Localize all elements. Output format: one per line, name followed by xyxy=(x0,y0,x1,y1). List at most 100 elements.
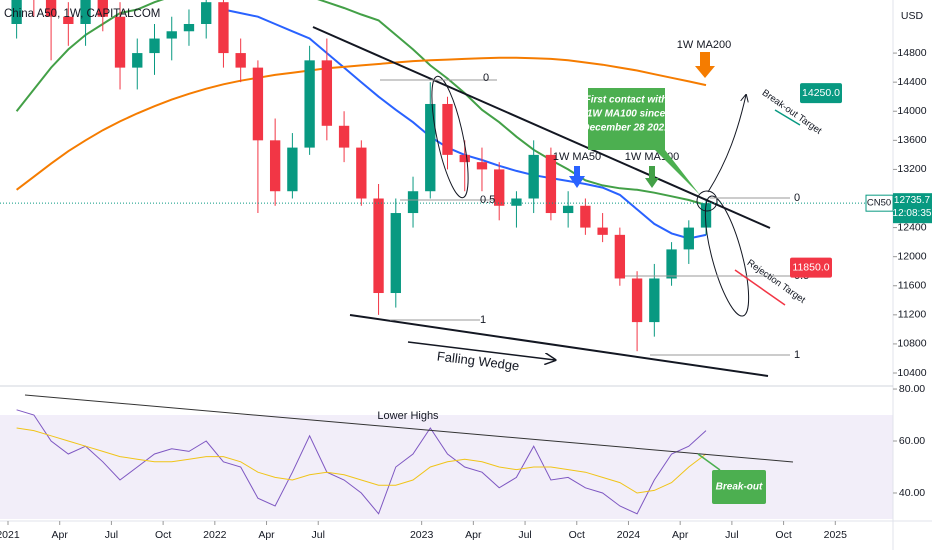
candle-body xyxy=(321,60,333,126)
candle-body xyxy=(269,140,281,192)
candle-body xyxy=(338,125,350,148)
ma-label: 1W MA200 xyxy=(677,39,731,51)
y-tick-label: 10400 xyxy=(897,367,926,379)
target-price: 11850.0 xyxy=(792,261,829,273)
candle-body xyxy=(356,147,367,199)
candle-body xyxy=(373,198,384,294)
callout-text: Break-out xyxy=(716,482,763,493)
y-tick-label: 12400 xyxy=(897,221,926,233)
fib-label: 0 xyxy=(483,72,489,84)
ma200-arrow xyxy=(695,52,715,78)
callout-text: 1W MA100 since xyxy=(587,109,666,120)
target-line xyxy=(774,109,801,126)
candle-body xyxy=(132,53,143,68)
wedge-arrow xyxy=(407,341,555,360)
candle-body xyxy=(166,31,177,39)
price-label: 12735.7 xyxy=(894,195,931,206)
target-box xyxy=(800,83,842,104)
lower-highs-label: Lower Highs xyxy=(377,410,439,422)
candle-body xyxy=(304,60,315,148)
candle-body xyxy=(459,154,470,163)
y-tick-label: 10800 xyxy=(897,338,926,350)
candle-body xyxy=(545,154,557,214)
candle-body xyxy=(666,249,677,279)
target-price: 14250.0 xyxy=(802,87,840,99)
x-tick-label: Oct xyxy=(155,529,171,541)
x-tick-label: 2025 xyxy=(824,529,848,541)
fib-label: 0 xyxy=(794,192,800,204)
countdown: 12:08:35 xyxy=(893,208,932,219)
breakout-arrow xyxy=(707,95,746,193)
symbol-label: CN50 xyxy=(867,198,891,209)
candle-body xyxy=(97,0,108,17)
ellipse xyxy=(704,195,750,317)
y-tick-label: 14800 xyxy=(897,47,926,59)
y-tick-label: 11600 xyxy=(898,280,927,292)
candle-body xyxy=(494,169,505,206)
candle-body xyxy=(287,147,298,192)
candle-body xyxy=(407,191,419,214)
currency: USD xyxy=(901,10,924,22)
circle xyxy=(696,190,718,212)
x-tick-label: Jul xyxy=(518,529,531,541)
target-line xyxy=(734,269,786,306)
y-tick-label: 80.00 xyxy=(899,383,925,395)
candle-body xyxy=(218,2,229,54)
candle-body xyxy=(528,154,539,199)
fib-label: 1 xyxy=(480,314,486,326)
candle-body xyxy=(683,227,694,250)
candle-body xyxy=(45,0,57,17)
wedge-upper xyxy=(312,26,771,229)
y-tick-label: 12000 xyxy=(897,250,926,262)
x-tick-label: 2023 xyxy=(410,529,434,541)
price-pane xyxy=(11,0,712,352)
candle-body xyxy=(631,278,643,323)
candle-body xyxy=(252,67,264,141)
ma100-arrow xyxy=(645,166,659,188)
ma-line xyxy=(15,56,707,191)
candle-body xyxy=(700,203,712,228)
callout-box xyxy=(712,470,766,504)
candle-body xyxy=(511,198,522,206)
candle-body xyxy=(614,234,626,279)
candle-body xyxy=(235,53,246,68)
ma-line xyxy=(15,0,707,206)
candle-body xyxy=(63,16,74,24)
candle-body xyxy=(149,38,160,54)
candle-body xyxy=(562,205,574,214)
ellipse xyxy=(431,75,469,199)
y-tick-label: 13600 xyxy=(897,134,926,146)
candle-body xyxy=(580,205,591,228)
y-tick-label: 14000 xyxy=(897,105,926,117)
x-tick-label: Jul xyxy=(725,529,738,541)
wedge-lower xyxy=(349,314,769,377)
candle-body xyxy=(425,103,436,192)
callout-line xyxy=(697,453,721,471)
y-tick-label: 14400 xyxy=(897,76,926,88)
callout-text: December 28 2021 xyxy=(582,123,670,134)
x-tick-label: Jul xyxy=(312,529,325,541)
y-tick-label: 40.00 xyxy=(899,487,925,499)
drawings xyxy=(24,26,801,471)
callout-box xyxy=(588,88,700,195)
candle-body xyxy=(114,16,126,68)
rsi-line xyxy=(16,427,707,494)
x-tick-label: 2024 xyxy=(617,529,641,541)
x-tick-label: Oct xyxy=(569,529,585,541)
y-tick-label: 11200 xyxy=(898,309,927,321)
fib-label: 1 xyxy=(794,349,800,361)
y-tick-label: 13200 xyxy=(897,163,926,175)
candle-body xyxy=(476,162,488,170)
y-tick-label: 60.00 xyxy=(899,435,925,447)
x-tick-label: Apr xyxy=(52,529,69,541)
chart-title: China A50, 1W, CAPITALCOM xyxy=(4,8,160,20)
candle-body xyxy=(80,0,91,24)
x-tick-label: 2021 xyxy=(0,529,20,541)
target-box xyxy=(790,257,832,278)
candle-body xyxy=(390,213,401,294)
callout-text: First contact with xyxy=(585,95,668,106)
x-tick-label: Oct xyxy=(775,529,791,541)
fib-label: 0.5 xyxy=(480,194,495,206)
